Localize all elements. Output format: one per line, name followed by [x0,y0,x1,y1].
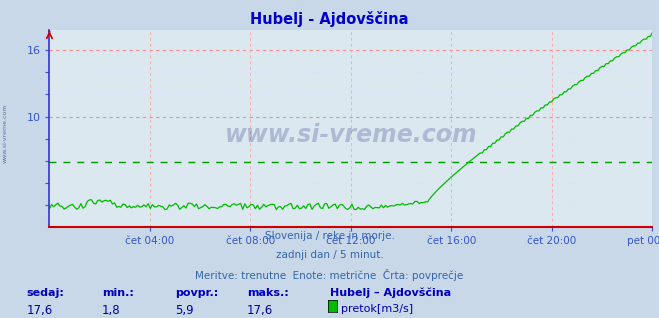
Text: 17,6: 17,6 [247,304,273,317]
Text: www.si-vreme.com: www.si-vreme.com [3,104,8,163]
Text: Hubelj - Ajdovščina: Hubelj - Ajdovščina [250,11,409,27]
Text: maks.:: maks.: [247,288,289,298]
Text: 5,9: 5,9 [175,304,193,317]
Text: sedaj:: sedaj: [26,288,64,298]
Text: 1,8: 1,8 [102,304,121,317]
Text: min.:: min.: [102,288,134,298]
Text: Meritve: trenutne  Enote: metrične  Črta: povprečje: Meritve: trenutne Enote: metrične Črta: … [195,269,464,281]
Text: www.si-vreme.com: www.si-vreme.com [225,123,477,147]
Text: zadnji dan / 5 minut.: zadnji dan / 5 minut. [275,250,384,259]
Text: 17,6: 17,6 [26,304,53,317]
Text: povpr.:: povpr.: [175,288,218,298]
Text: pretok[m3/s]: pretok[m3/s] [341,304,413,314]
Text: Slovenija / reke in morje.: Slovenija / reke in morje. [264,231,395,240]
Text: Hubelj – Ajdovščina: Hubelj – Ajdovščina [330,288,451,298]
